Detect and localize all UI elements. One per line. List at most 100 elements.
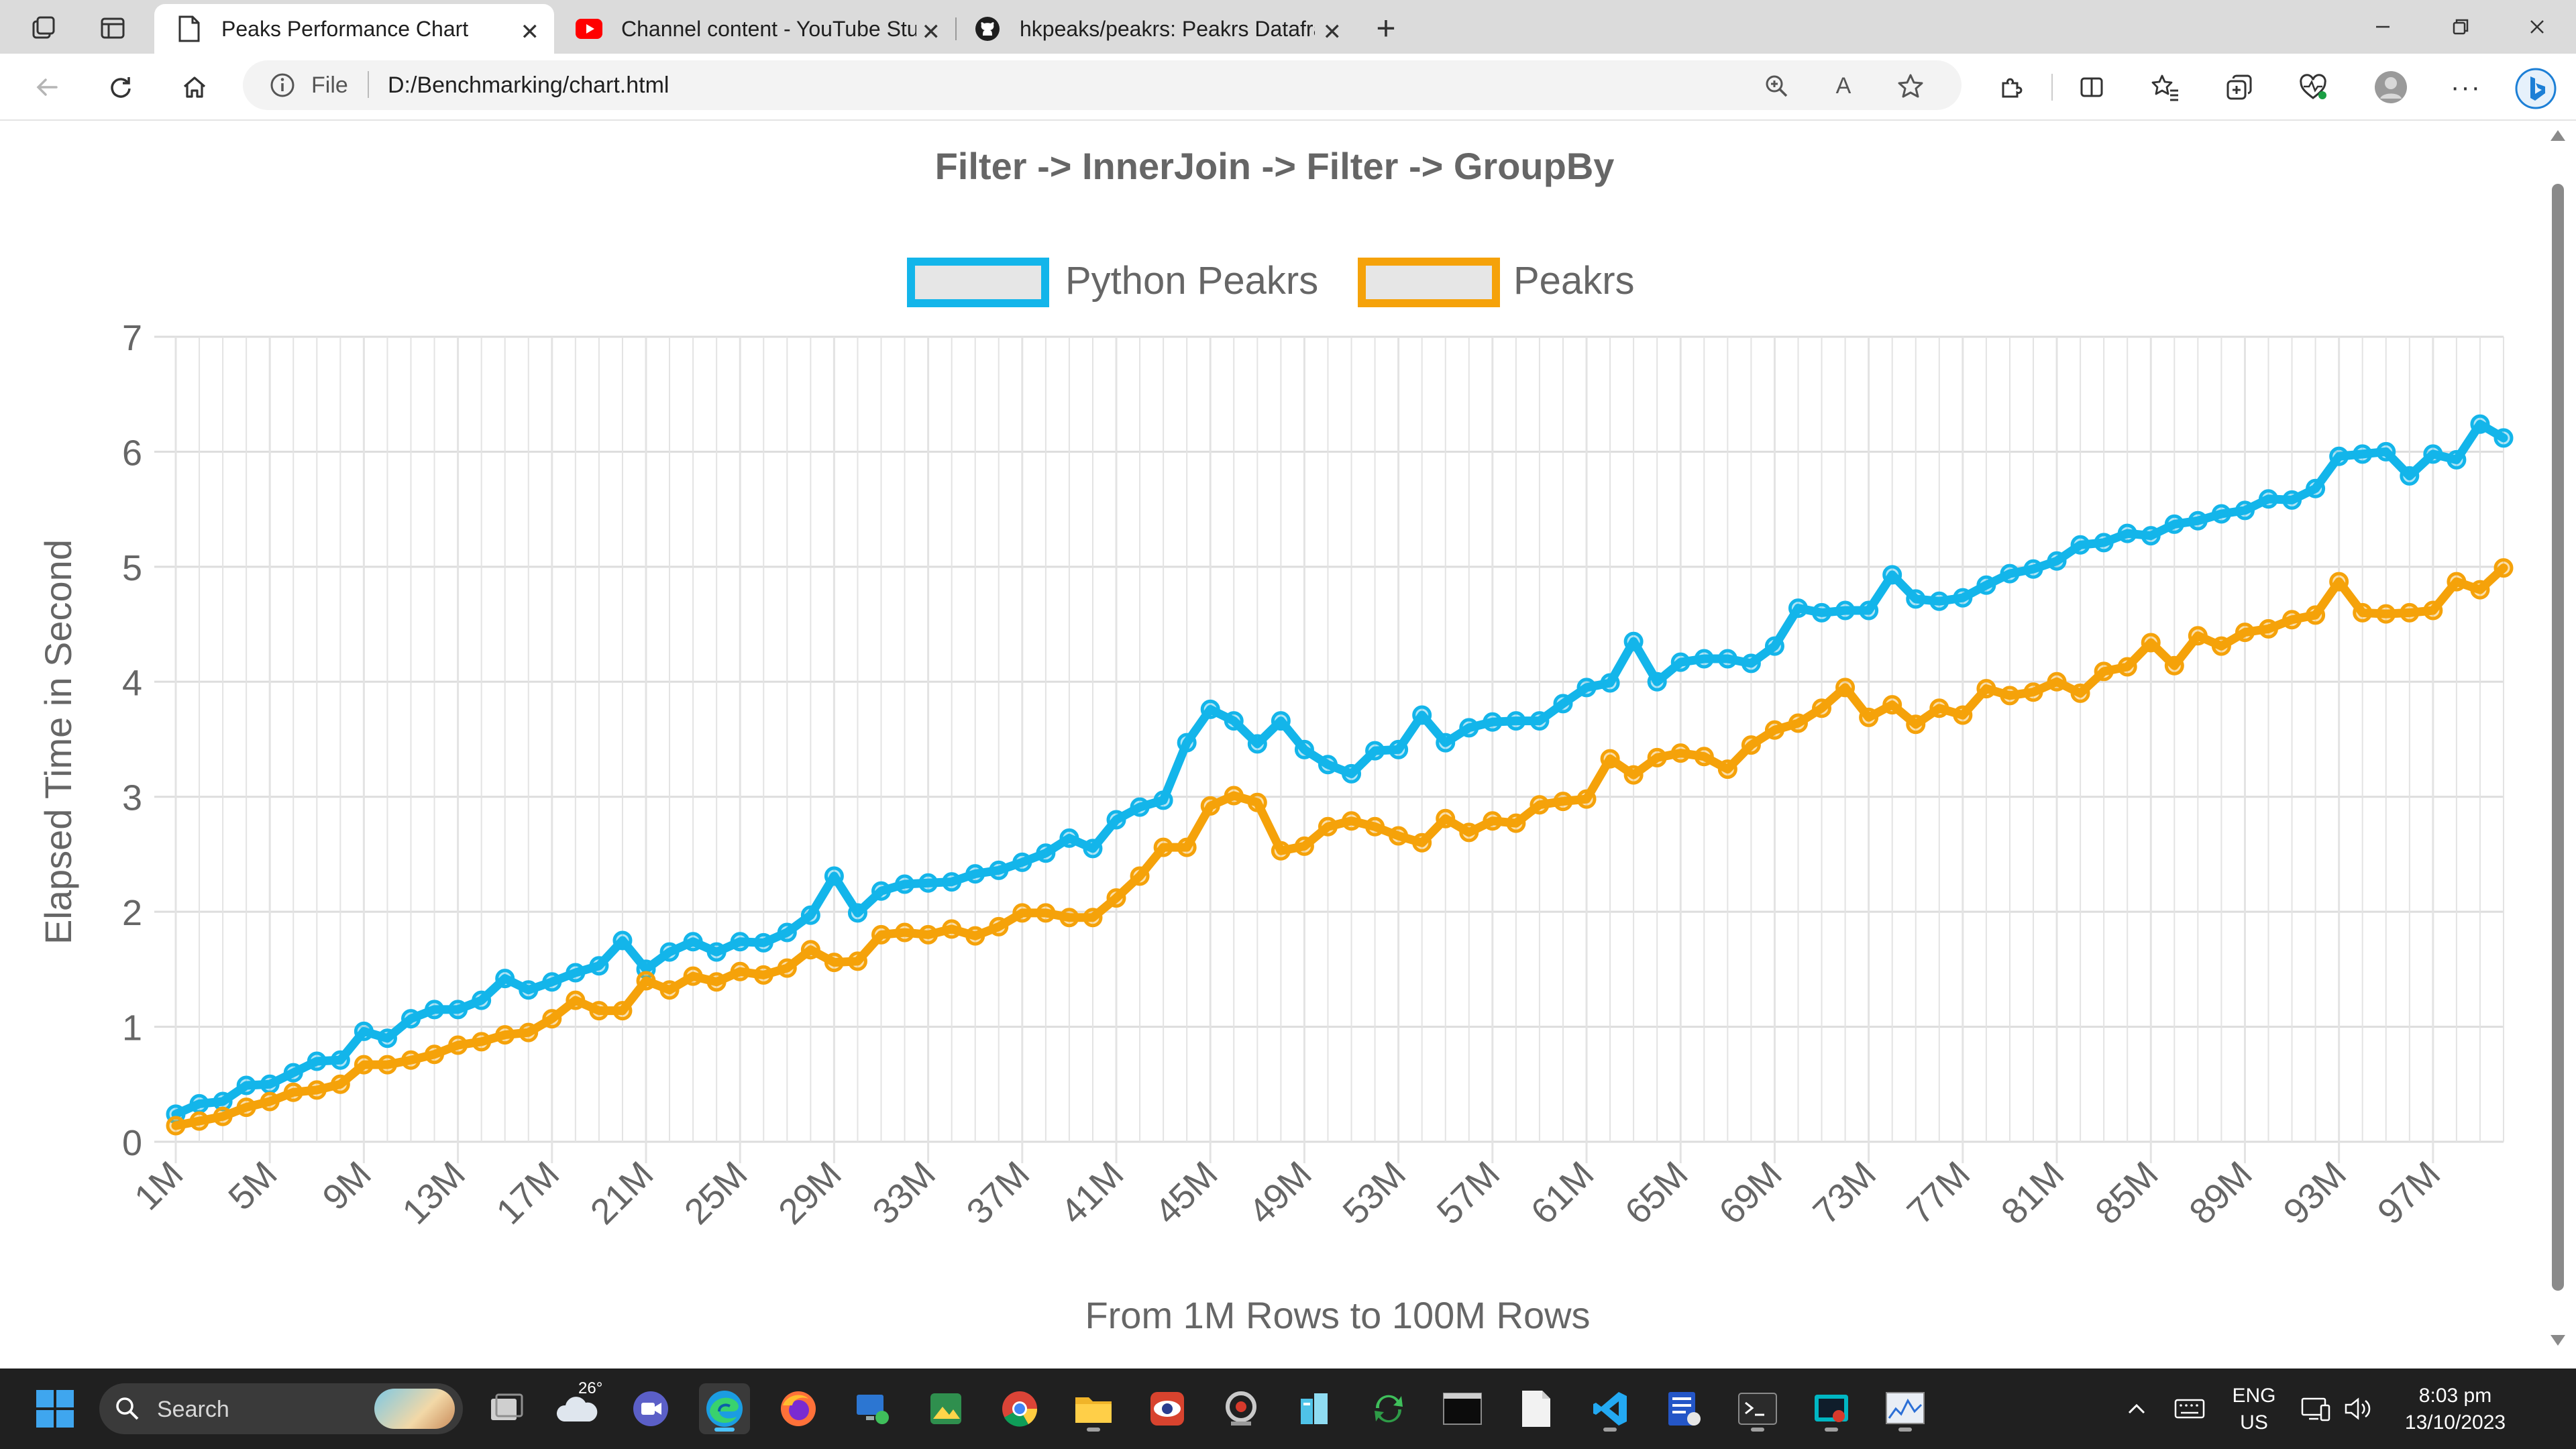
data-point-python-peakrs — [1576, 678, 1597, 698]
collections-icon[interactable] — [2219, 67, 2259, 107]
y-tick-label: 6 — [122, 433, 142, 473]
scroll-up-arrow[interactable] — [2551, 130, 2565, 141]
read-aloud-icon[interactable]: A — [1835, 72, 1851, 99]
chrome-icon[interactable] — [994, 1383, 1045, 1434]
file-explorer-icon[interactable] — [1068, 1383, 1119, 1434]
data-point-python-peakrs — [730, 932, 750, 952]
profile-avatar[interactable] — [2371, 67, 2411, 107]
data-point-peakrs — [871, 924, 892, 945]
extensions-icon[interactable] — [1991, 67, 2031, 107]
back-button[interactable] — [27, 67, 67, 107]
address-bar[interactable]: File D:/Benchmarking/chart.html A — [243, 60, 1962, 110]
bing-copilot-icon[interactable] — [2512, 64, 2560, 113]
data-point-python-peakrs — [566, 963, 586, 983]
data-point-peakrs — [1882, 695, 1902, 715]
data-point-python-peakrs — [542, 972, 562, 992]
url-text[interactable]: D:/Benchmarking/chart.html — [388, 72, 669, 98]
x-tick-label: 65M — [1617, 1154, 1696, 1232]
more-options-icon[interactable]: ··· — [2451, 72, 2481, 102]
close-window-button[interactable] — [2516, 7, 2559, 47]
x-tick-label: 25M — [677, 1154, 755, 1232]
terminal-icon[interactable] — [1732, 1383, 1783, 1434]
clock-date: 13/10/2023 — [2404, 1411, 2506, 1434]
minimize-button[interactable] — [2361, 7, 2404, 47]
resource-monitor-icon[interactable] — [1880, 1383, 1931, 1434]
split-screen-icon[interactable] — [2072, 67, 2112, 107]
firefox-icon[interactable] — [773, 1383, 824, 1434]
edge-browser-icon[interactable] — [699, 1383, 750, 1434]
notepad-icon[interactable] — [1511, 1383, 1562, 1434]
scroll-down-arrow[interactable] — [2551, 1335, 2565, 1346]
data-point-peakrs — [542, 1009, 562, 1029]
x-tick-label: 69M — [1711, 1154, 1790, 1232]
sync-app-icon[interactable] — [1363, 1383, 1414, 1434]
tab-actions-icon[interactable] — [94, 9, 131, 47]
browser-essentials-icon[interactable] — [2293, 67, 2333, 107]
taskbar-search[interactable]: Search — [99, 1383, 463, 1434]
data-point-peakrs — [1506, 813, 1526, 833]
refresh-button[interactable] — [101, 67, 141, 107]
data-point-peakrs — [425, 1044, 445, 1065]
display-icon[interactable] — [2297, 1389, 2334, 1429]
tab-peaks-performance-chart[interactable]: Peaks Performance Chart ✕ — [154, 4, 554, 54]
scroll-thumb[interactable] — [2552, 184, 2564, 1291]
weather-widget-icon[interactable]: 26° — [551, 1379, 602, 1434]
vscode-icon[interactable] — [1585, 1383, 1635, 1434]
data-point-peakrs — [566, 990, 586, 1010]
command-prompt-icon[interactable] — [1437, 1383, 1488, 1434]
new-tab-button[interactable]: + — [1376, 9, 1396, 47]
data-point-peakrs — [377, 1055, 397, 1075]
vertical-scrollbar[interactable] — [2540, 121, 2576, 1355]
data-point-peakrs — [1224, 786, 1244, 806]
data-point-python-peakrs — [1976, 575, 1996, 595]
remote-desktop-icon[interactable] — [847, 1383, 898, 1434]
data-point-python-peakrs — [1436, 733, 1456, 753]
task-view-icon[interactable] — [480, 1383, 531, 1434]
zoom-icon[interactable] — [1760, 70, 1792, 102]
workspaces-icon[interactable] — [24, 9, 62, 47]
tab-github-peakrs[interactable]: hkpeaks/peakrs: Peakrs Datafram ✕ — [961, 4, 1356, 54]
restore-button[interactable] — [2439, 7, 2482, 47]
data-point-python-peakrs — [283, 1063, 303, 1083]
close-icon[interactable]: ✕ — [921, 19, 941, 45]
keyboard-icon[interactable] — [2171, 1389, 2208, 1429]
data-point-python-peakrs — [1906, 589, 1926, 609]
data-point-peakrs — [2094, 661, 2114, 682]
database-tool-icon[interactable] — [1289, 1383, 1340, 1434]
info-icon[interactable] — [267, 70, 298, 101]
clock[interactable]: 8:03 pm 13/10/2023 — [2388, 1382, 2522, 1436]
legend-item-peakrs[interactable]: Peakrs — [1358, 258, 1635, 307]
screen-recorder-icon[interactable] — [1216, 1383, 1267, 1434]
show-hidden-icons-chevron[interactable] — [2120, 1389, 2153, 1429]
data-point-peakrs — [989, 916, 1009, 936]
data-point-peakrs — [1576, 789, 1597, 809]
favorites-icon[interactable] — [2145, 67, 2186, 107]
input-language[interactable]: ENG US — [2220, 1382, 2288, 1436]
home-button[interactable] — [174, 67, 215, 107]
data-point-python-peakrs — [2376, 441, 2396, 462]
data-point-peakrs — [2423, 600, 2443, 621]
x-tick-label: 81M — [1994, 1154, 2072, 1232]
data-point-peakrs — [401, 1050, 421, 1070]
data-point-python-peakrs — [2493, 428, 2514, 448]
photo-editor-icon[interactable] — [920, 1383, 971, 1434]
eye-app-icon[interactable] — [1142, 1383, 1193, 1434]
x-tick-label: 49M — [1241, 1154, 1320, 1232]
teams-chat-icon[interactable] — [625, 1383, 676, 1434]
data-point-python-peakrs — [330, 1050, 350, 1070]
data-point-peakrs — [1483, 811, 1503, 831]
start-windows-icon[interactable] — [30, 1383, 80, 1434]
search-icon — [114, 1395, 141, 1426]
dev-tool-icon[interactable] — [1806, 1383, 1857, 1434]
data-point-peakrs — [1106, 888, 1126, 908]
close-icon[interactable]: ✕ — [1322, 19, 1342, 45]
data-point-peakrs — [2000, 686, 2020, 706]
data-point-python-peakrs — [1247, 734, 1267, 754]
tab-youtube-studio[interactable]: Channel content - YouTube Studi ✕ — [559, 4, 955, 54]
legend-item-python-peakrs[interactable]: Python Peakrs — [907, 258, 1318, 307]
data-point-python-peakrs — [2235, 500, 2255, 521]
favorite-star-icon[interactable] — [1894, 70, 1927, 102]
volume-icon[interactable] — [2340, 1389, 2377, 1429]
report-app-icon[interactable] — [1658, 1383, 1709, 1434]
close-icon[interactable]: ✕ — [520, 19, 540, 45]
